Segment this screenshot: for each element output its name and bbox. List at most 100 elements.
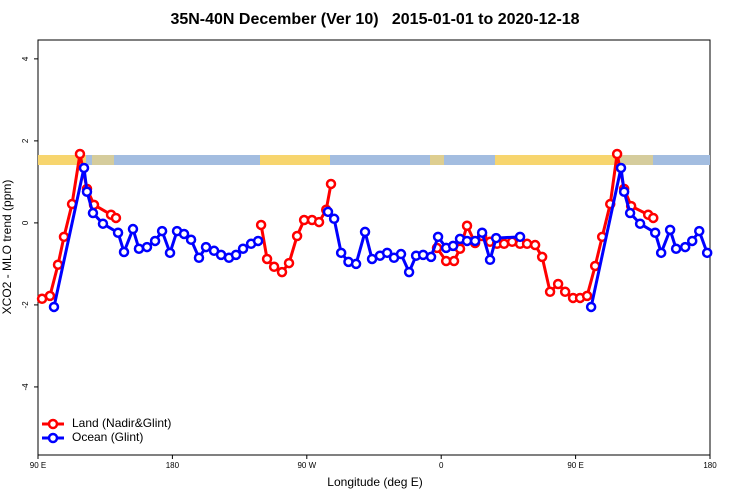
land-strip — [92, 155, 114, 165]
data-point — [350, 258, 362, 270]
data-point — [322, 206, 334, 218]
x-tick-label: 180 — [703, 461, 717, 470]
data-point — [48, 301, 60, 313]
chart-title: 35N-40N December (Ver 10) 2015-01-01 to … — [170, 11, 579, 28]
data-point — [484, 254, 496, 266]
data-point — [78, 162, 90, 174]
data-point — [381, 247, 393, 259]
x-axis-label: Longitude (deg E) — [327, 475, 422, 489]
data-point — [536, 251, 548, 263]
data-point — [615, 162, 627, 174]
data-point — [395, 248, 407, 260]
land-strip — [615, 155, 653, 165]
data-point — [283, 257, 295, 269]
data-point — [261, 253, 273, 265]
data-point — [679, 241, 691, 253]
data-point — [521, 238, 533, 250]
data-point — [432, 231, 444, 243]
data-point — [490, 232, 502, 244]
y-axis-label: XCO2 - MLO trend (ppm) — [0, 180, 14, 315]
data-point — [552, 278, 564, 290]
data-point — [44, 290, 56, 302]
data-point — [469, 235, 481, 247]
data-point — [544, 286, 556, 298]
x-tick-label: 90 E — [567, 461, 583, 470]
x-tick-label: 90 W — [297, 461, 316, 470]
data-point — [164, 247, 176, 259]
y-tick-label: 4 — [21, 56, 30, 61]
data-point — [178, 228, 190, 240]
data-point — [328, 213, 340, 225]
data-point — [230, 249, 242, 261]
data-point — [87, 207, 99, 219]
legend-label: Ocean (Glint) — [72, 430, 143, 444]
y-tick-label: 2 — [21, 138, 30, 143]
x-tick-label: 0 — [439, 461, 444, 470]
data-point — [686, 235, 698, 247]
data-point — [112, 227, 124, 238]
data-point — [193, 252, 205, 264]
data-point — [447, 240, 459, 252]
legend-marker — [47, 432, 59, 444]
y-tick-label: -4 — [21, 383, 30, 391]
data-point — [514, 231, 526, 243]
data-point — [52, 259, 64, 270]
data-point — [313, 216, 325, 228]
data-point — [149, 235, 161, 247]
data-point — [461, 235, 473, 247]
data-point — [268, 261, 280, 273]
data-point — [110, 212, 122, 224]
data-point — [649, 227, 661, 238]
data-point — [529, 239, 541, 251]
data-point — [118, 246, 130, 258]
data-point — [325, 178, 337, 190]
data-point — [461, 220, 473, 232]
legend-marker — [47, 418, 59, 430]
data-point — [655, 247, 667, 259]
data-point — [58, 231, 70, 243]
x-tick-label: 90 E — [30, 461, 46, 470]
data-point — [156, 225, 168, 237]
data-point — [611, 148, 623, 160]
data-point — [403, 266, 415, 278]
data-point — [255, 219, 267, 231]
data-point — [634, 218, 646, 229]
data-point — [74, 148, 86, 160]
data-point — [335, 247, 347, 259]
data-point — [670, 243, 682, 254]
legend-label: Land (Nadir&Glint) — [72, 416, 171, 430]
data-point — [81, 186, 93, 197]
data-point — [237, 243, 249, 254]
data-point — [448, 255, 460, 267]
data-point — [559, 286, 571, 298]
data-point — [359, 226, 371, 238]
data-point — [581, 290, 593, 302]
data-point — [200, 241, 212, 253]
data-point — [252, 235, 264, 247]
data-point — [585, 301, 597, 313]
land-strip — [495, 155, 615, 165]
ocean-strip — [38, 155, 710, 165]
data-point — [425, 251, 437, 263]
data-point — [185, 234, 197, 245]
data-point — [291, 230, 303, 242]
data-point — [618, 186, 630, 197]
data-point — [693, 225, 705, 237]
data-point — [648, 212, 659, 224]
data-point — [133, 243, 145, 254]
land-strip — [430, 155, 444, 165]
land-strip — [38, 155, 86, 165]
data-point — [624, 207, 636, 219]
data-point — [141, 241, 153, 253]
land-strip — [260, 155, 330, 165]
x-tick-label: 180 — [166, 461, 180, 470]
data-point — [664, 224, 676, 236]
data-point — [127, 223, 139, 235]
land-ocean-strip — [38, 155, 710, 165]
data-point — [476, 227, 488, 238]
y-tick-label: 0 — [21, 220, 30, 225]
data-point — [97, 218, 109, 229]
data-point — [701, 247, 713, 259]
plot-frame — [37, 39, 711, 456]
